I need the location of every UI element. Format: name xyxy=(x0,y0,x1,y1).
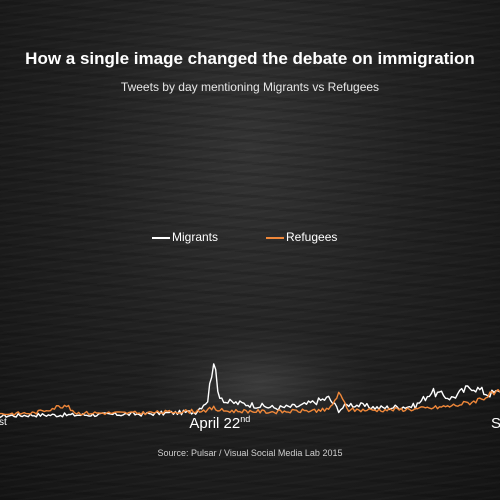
series-line-refugees xyxy=(0,388,500,416)
x-axis-tick-labels: st April 22nd S xyxy=(0,414,500,432)
x-tick-label: April 22nd xyxy=(189,414,250,432)
series-line-migrants xyxy=(0,363,500,419)
source-note: Source: Pulsar / Visual Social Media Lab… xyxy=(157,448,343,458)
legend-swatch-refugees xyxy=(266,236,284,239)
legend-swatch-migrants xyxy=(152,236,170,239)
boat-wake xyxy=(150,330,370,420)
legend-item-migrants: Migrants xyxy=(152,230,218,244)
legend-label-migrants: Migrants xyxy=(172,230,219,244)
legend-label-refugees: Refugees xyxy=(286,230,338,244)
x-tick-label-superscript: nd xyxy=(240,414,250,424)
chart-title: How a single image changed the debate on… xyxy=(25,49,475,68)
chart-subtitle: Tweets by day mentioning Migrants vs Ref… xyxy=(120,80,380,94)
x-tick-label: st xyxy=(0,417,7,428)
x-tick-label: S xyxy=(491,415,500,432)
legend-item-refugees: Refugees xyxy=(266,230,337,244)
